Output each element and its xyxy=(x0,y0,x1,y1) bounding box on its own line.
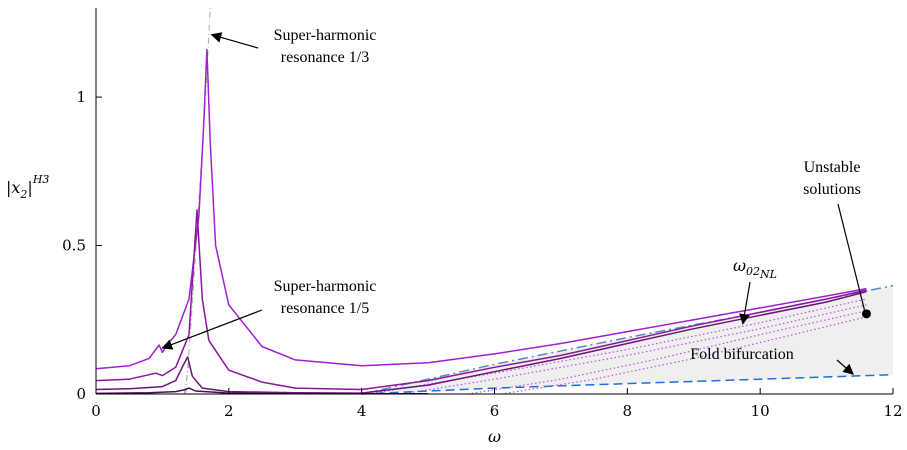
response-curve-1 xyxy=(95,48,867,370)
x-tick-label: 2 xyxy=(224,402,234,420)
unstable-branch-4 xyxy=(501,316,867,395)
unstable-marker xyxy=(861,309,871,319)
x-tick-label: 0 xyxy=(91,402,101,420)
x-tick-label: 8 xyxy=(623,402,633,420)
response-curve-2 xyxy=(95,209,867,391)
y-tick-label: 0.5 xyxy=(62,237,86,255)
x-tick-label: 10 xyxy=(751,402,770,420)
x-tick-label: 4 xyxy=(357,402,367,420)
fold-curve xyxy=(361,373,894,395)
unstable-branch-2 xyxy=(401,304,867,395)
guide-line-1-5 xyxy=(183,364,190,395)
arrow-superharmonic-1-5 xyxy=(161,309,263,350)
arrow-fold-bifurcation xyxy=(836,359,854,375)
pointer-unstable xyxy=(837,203,866,310)
x-tick-label: 12 xyxy=(883,402,902,420)
plot-area xyxy=(95,7,894,395)
annotation-superharmonic-1-5: Super-harmonic resonance 1/5 xyxy=(274,278,377,317)
annotation-fold-bifurcation: Fold bifurcation xyxy=(690,346,794,363)
annotations: Super-harmonic resonance 1/3 Super-harmoni… xyxy=(161,27,871,375)
y-tick-label: 0 xyxy=(76,385,86,403)
axes: 0 2 4 6 8 10 12 0 0.5 1 ω |x2|H3 xyxy=(6,8,903,446)
x-axis-label: ω xyxy=(488,427,501,446)
y-axis-label: |x2|H3 xyxy=(6,173,49,201)
y-tick-label: 1 xyxy=(76,88,86,106)
response-curve-3 xyxy=(95,290,867,394)
annotation-superharmonic-1-3: Super-harmonic resonance 1/3 xyxy=(274,27,377,66)
arrow-superharmonic-1-3 xyxy=(210,32,259,49)
omega-nl-label: ω02NL xyxy=(733,256,777,281)
annotation-unstable-solutions: Unstable solutions xyxy=(803,159,861,198)
x-tick-label: 6 xyxy=(490,402,500,420)
arrow-omega-nl xyxy=(739,281,751,325)
